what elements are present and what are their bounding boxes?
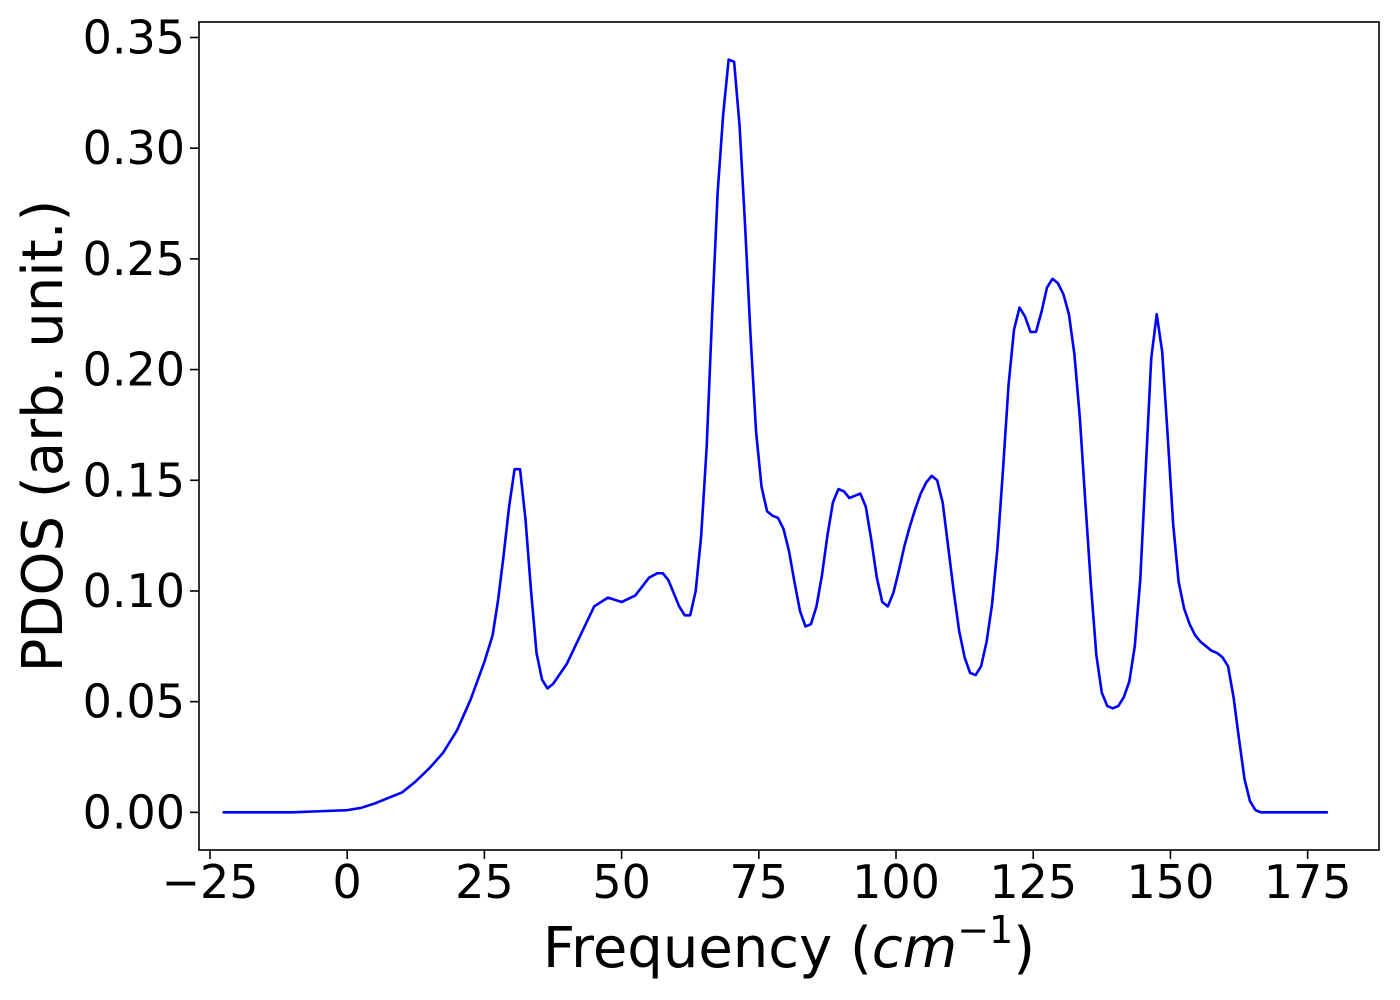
x-tick-label: 150 xyxy=(1127,855,1215,909)
x-tick-label: 100 xyxy=(852,855,940,909)
x-axis-title-prefix: Frequency ( xyxy=(543,916,872,981)
pdos-series-line xyxy=(222,58,1329,814)
x-axis-title-suffix: ) xyxy=(1013,916,1035,981)
x-tick-label: 75 xyxy=(730,855,789,909)
x-tick-label: −25 xyxy=(161,855,258,909)
y-axis-title: PDOS (arb. unit.) xyxy=(11,200,76,673)
y-tick-label: 0.05 xyxy=(83,675,185,729)
y-tick-label: 0.00 xyxy=(83,785,185,839)
y-tick-label: 0.15 xyxy=(83,453,185,507)
x-tick-label: 0 xyxy=(333,855,362,909)
x-tick-label: 25 xyxy=(455,855,514,909)
x-tick-label: 50 xyxy=(592,855,651,909)
plot-area-frame xyxy=(198,21,1380,851)
x-axis-ticks: −25 0 25 50 75 100 125 150 175 xyxy=(161,850,1352,909)
y-tick-label: 0.30 xyxy=(83,121,185,175)
x-axis-title: Frequency (cm−1) xyxy=(543,908,1035,981)
y-tick-label: 0.20 xyxy=(83,343,185,397)
series-group xyxy=(222,58,1329,814)
x-tick-label: 175 xyxy=(1264,855,1352,909)
x-axis-title-unit: cm xyxy=(872,916,957,981)
y-axis-ticks: 0.00 0.05 0.10 0.15 0.20 0.25 0.30 0.35 xyxy=(83,10,199,839)
x-axis-title-exponent: −1 xyxy=(957,908,1013,952)
y-tick-label: 0.25 xyxy=(83,232,185,286)
y-tick-label: 0.35 xyxy=(83,10,185,64)
y-tick-label: 0.10 xyxy=(83,564,185,618)
x-tick-label: 125 xyxy=(989,855,1077,909)
